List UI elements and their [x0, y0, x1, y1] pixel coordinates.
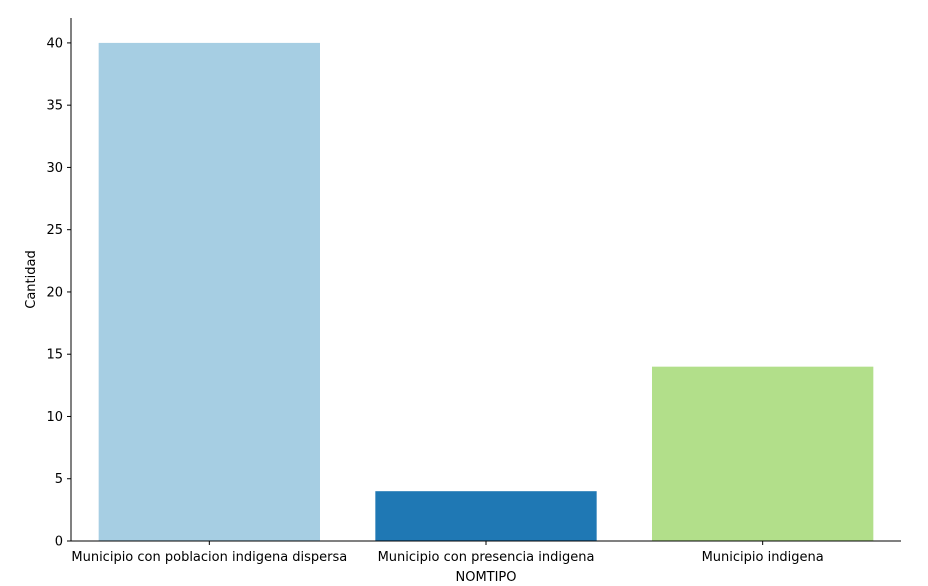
bar — [375, 491, 597, 541]
y-tick-label: 15 — [46, 348, 63, 363]
y-tick-label: 35 — [46, 99, 63, 114]
y-tick-label: 10 — [46, 410, 63, 425]
x-axis-label: NOMTIPO — [455, 570, 516, 585]
x-axis: Municipio con poblacion indigena dispers… — [71, 540, 901, 565]
y-tick-label: 30 — [46, 161, 63, 176]
bars-group — [98, 42, 874, 542]
y-tick-label: 40 — [46, 36, 63, 51]
y-tick-label: 25 — [46, 223, 63, 238]
x-tick-label: Municipio indigena — [702, 550, 824, 565]
y-tick-label: 0 — [55, 535, 63, 550]
bar — [98, 42, 321, 542]
y-axis-label: Cantidad — [24, 250, 39, 308]
x-tick-label: Municipio con presencia indigena — [378, 550, 595, 565]
y-tick-label: 20 — [46, 285, 63, 300]
y-axis: 0 5 10 15 20 25 30 35 40 — [46, 18, 72, 550]
y-tick-label: 5 — [55, 472, 63, 487]
x-tick-label: Municipio con poblacion indigena dispers… — [71, 550, 347, 565]
bar — [652, 366, 874, 541]
